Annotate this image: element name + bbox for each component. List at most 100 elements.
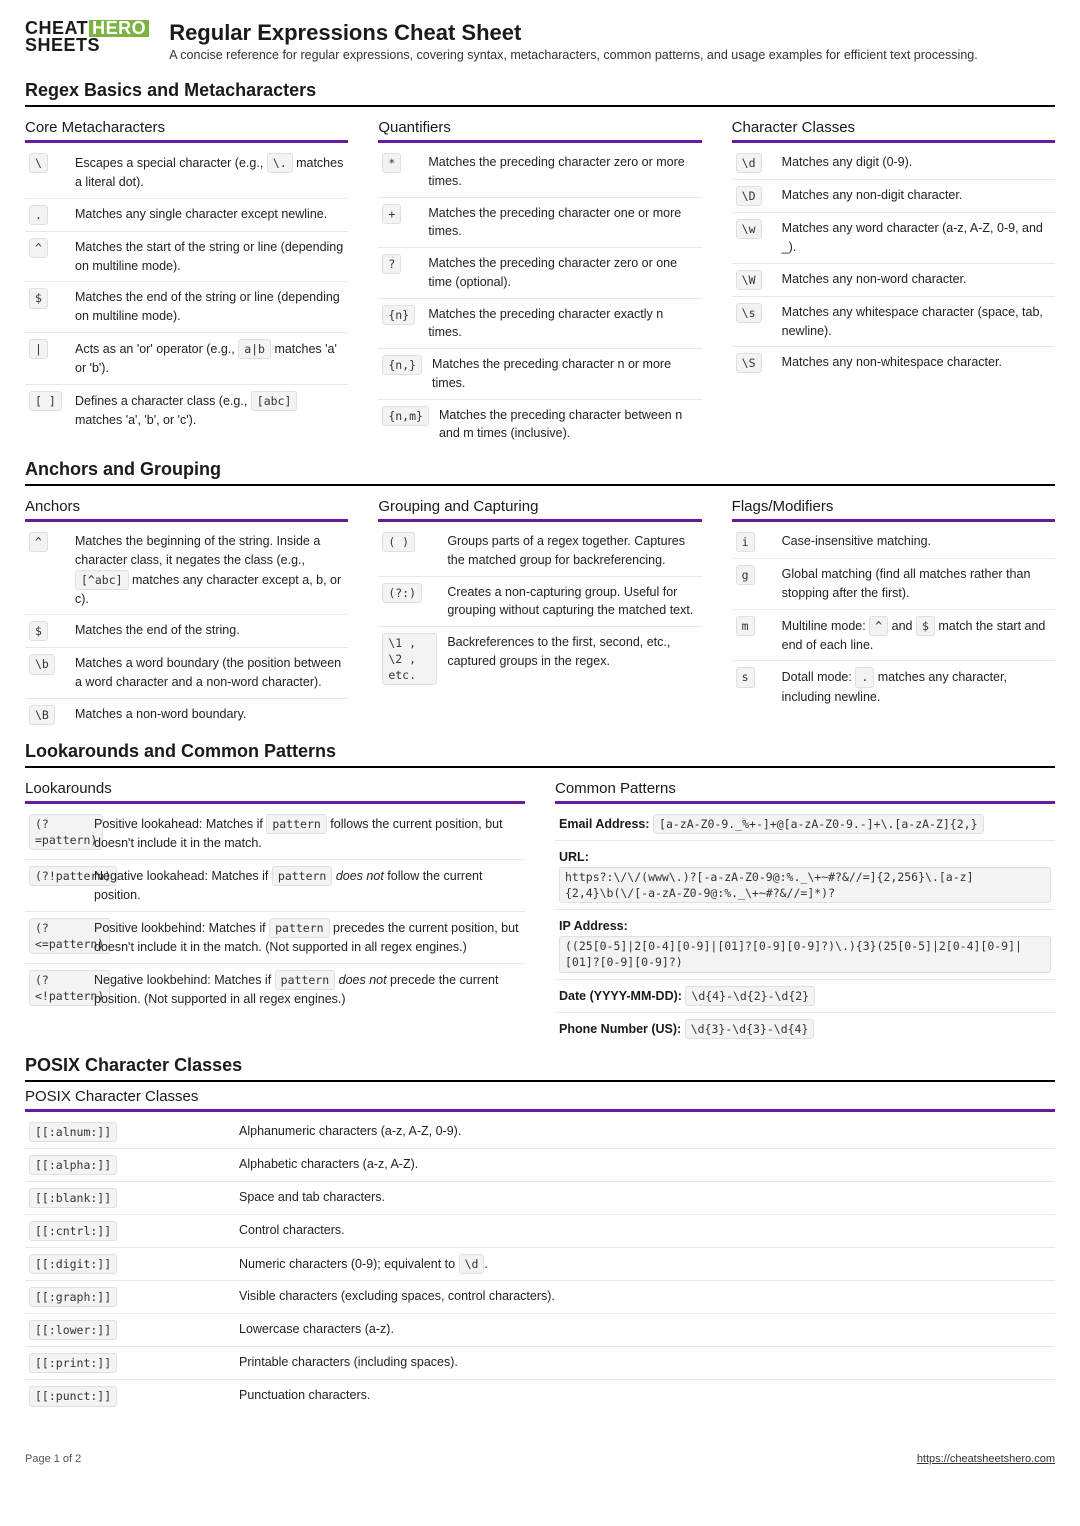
table-row: [[:cntrl:]] Control characters. [25,1215,1055,1248]
desc-cell: Backreferences to the first, second, etc… [447,633,697,671]
code-term: \S [736,353,762,373]
code-term: a|b [238,339,271,359]
pattern-label: Phone Number (US): [559,1022,685,1036]
desc-cell: Matches any non-whitespace character. [782,353,1051,372]
accent-bar [555,801,1055,804]
table-row: sDotall mode: . matches any character, i… [732,661,1055,712]
term-cell: . [29,205,65,225]
code-term: . [855,667,874,687]
code-term: $ [29,288,48,308]
table-row: \S Matches any non-whitespace character. [732,347,1055,379]
table-row: *Matches the preceding character zero or… [378,147,701,198]
term-cell: [[:lower:]] [29,1320,229,1340]
desc-cell: Global matching (find all matches rather… [782,565,1051,603]
code-term: \1 , \2 , etc. [382,633,437,685]
desc-cell: Matches the end of the string. [75,621,344,640]
table-row: [[:alpha:]]Alphabetic characters (a-z, A… [25,1149,1055,1182]
page-title: Regular Expressions Cheat Sheet [169,20,978,46]
desc-cell: Escapes a special character (e.g., \. ma… [75,153,344,192]
table-row: [[:graph:]]Visible characters (excluding… [25,1281,1055,1314]
desc-cell: Defines a character class (e.g., [abc] m… [75,391,344,430]
code-term: \ [29,153,48,173]
subheading: Flags/Modifiers [732,498,1055,515]
table-row: {n}Matches the preceding character exact… [378,299,701,350]
table-grouping: ( )Groups parts of a regex together. Cap… [378,526,701,691]
desc-cell: Matches the beginning of the string. Ins… [75,532,344,608]
code-term: \w [736,219,762,239]
col-patterns: Common Patterns Email Address: [a-zA-Z0-… [555,774,1055,1045]
table-posix: [[:alnum:]]Alphanumeric characters (a-z,… [25,1116,1055,1413]
term-cell: [[:alpha:]] [29,1155,229,1175]
code-term: [[:lower:]] [29,1320,117,1340]
term-cell: s [736,667,772,687]
term-cell: m [736,616,772,636]
pattern-item: Date (YYYY-MM-DD): \d{4}-\d{2}-\d{2} [555,980,1055,1013]
section-posix: POSIX Character Classes [[:alnum:]]Alpha… [25,1088,1055,1413]
code-term: pattern [272,866,332,886]
desc-cell: Control characters. [239,1221,1051,1240]
term-cell: g [736,565,772,585]
footer-link[interactable]: https://cheatsheetshero.com [917,1453,1055,1465]
desc-cell: Matches the preceding character n or mor… [432,355,698,393]
subheading: Character Classes [732,119,1055,136]
table-flags: iCase-insensitive matching.gGlobal match… [732,526,1055,712]
term-cell: $ [29,288,65,308]
code-term: {n,m} [382,406,429,426]
table-row: (?=pattern)Positive lookahead: Matches i… [25,808,525,860]
table-row: [[:lower:]] Lowercase characters (a-z). [25,1314,1055,1347]
desc-cell: Multiline mode: ^ and $ match the start … [782,616,1051,655]
table-row: ^ Matches the start of the string or line… [25,232,348,283]
term-cell: (?!pattern) [29,866,84,886]
pattern-item: URL: https?:\/\/(www\.)?[-a-zA-Z0-9@:%._… [555,841,1055,910]
term-cell: ? [382,254,418,274]
accent-bar [25,1109,1055,1112]
code-term: [[:blank:]] [29,1188,117,1208]
term-cell: i [736,532,772,552]
code-term: g [736,565,755,585]
desc-cell: Lowercase characters (a-z). [239,1320,1051,1339]
code-term: https?:\/\/(www\.)?[-a-zA-Z0-9@:%._\+~#?… [559,867,1051,903]
table-row: \dMatches any digit (0-9). [732,147,1055,180]
term-cell: | [29,339,65,359]
desc-cell: Matches the preceding character one or m… [428,204,697,242]
table-row: {n,}Matches the preceding character n or… [378,349,701,400]
desc-cell: Matches the start of the string or line … [75,238,344,276]
term-cell: (?<=pattern) [29,918,84,954]
code-term: ^ [869,616,888,636]
code-term: \b [29,654,55,674]
section-heading: Anchors and Grouping [25,459,1055,486]
term-cell: [[:graph:]] [29,1287,229,1307]
code-term: ^ [29,238,48,258]
pattern-label: IP Address: [559,919,628,933]
table-row: [ ]Defines a character class (e.g., [abc… [25,385,348,436]
code-term: \s [736,303,762,323]
table-row: \WMatches any non-word character. [732,264,1055,297]
term-cell: \1 , \2 , etc. [382,633,437,685]
accent-bar [25,140,348,143]
desc-cell: Matches any single character except newl… [75,205,344,224]
table-row: [[:digit:]]Numeric characters (0-9); equ… [25,1248,1055,1281]
pattern-item: IP Address: ((25[0-5]|2[0-4][0-9]|[01]?[… [555,910,1055,979]
desc-cell: Matches the preceding character between … [439,406,698,444]
subheading: Core Metacharacters [25,119,348,136]
accent-bar [732,519,1055,522]
desc-cell: Matches any non-word character. [782,270,1051,289]
header: CHEAT HERO SHEETS Regular Expressions Ch… [25,20,1055,62]
table-row: (?<!pattern)Negative lookbehind: Matches… [25,964,525,1015]
table-row: \wMatches any word character (a-z, A-Z, … [732,213,1055,264]
term-cell: {n} [382,305,418,325]
term-cell: * [382,153,418,173]
table-row: {n,m} Matches the preceding character bet… [378,400,701,450]
code-term: [[:cntrl:]] [29,1221,117,1241]
desc-cell: Creates a non-capturing group. Useful fo… [447,583,697,621]
col-flags: Flags/Modifiers iCase-insensitive matchi… [732,492,1055,731]
term-cell: [[:blank:]] [29,1188,229,1208]
table-charclasses: \dMatches any digit (0-9).\DMatches any … [732,147,1055,379]
page-number: Page 1 of 2 [25,1453,81,1465]
code-term: $ [916,616,935,636]
code-term: ? [382,254,401,274]
desc-cell: Numeric characters (0-9); equivalent to … [239,1254,1051,1274]
code-term: [[:alnum:]] [29,1122,117,1142]
subheading: POSIX Character Classes [25,1088,1055,1105]
desc-cell: Matches a word boundary (the position be… [75,654,344,692]
